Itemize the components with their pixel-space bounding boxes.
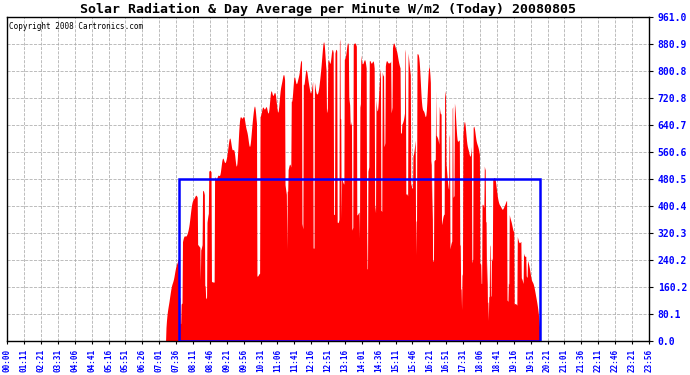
Title: Solar Radiation & Day Average per Minute W/m2 (Today) 20080805: Solar Radiation & Day Average per Minute…	[80, 3, 576, 16]
Text: Copyright 2008 Cartronics.com: Copyright 2008 Cartronics.com	[8, 22, 143, 31]
Bar	[179, 179, 540, 342]
